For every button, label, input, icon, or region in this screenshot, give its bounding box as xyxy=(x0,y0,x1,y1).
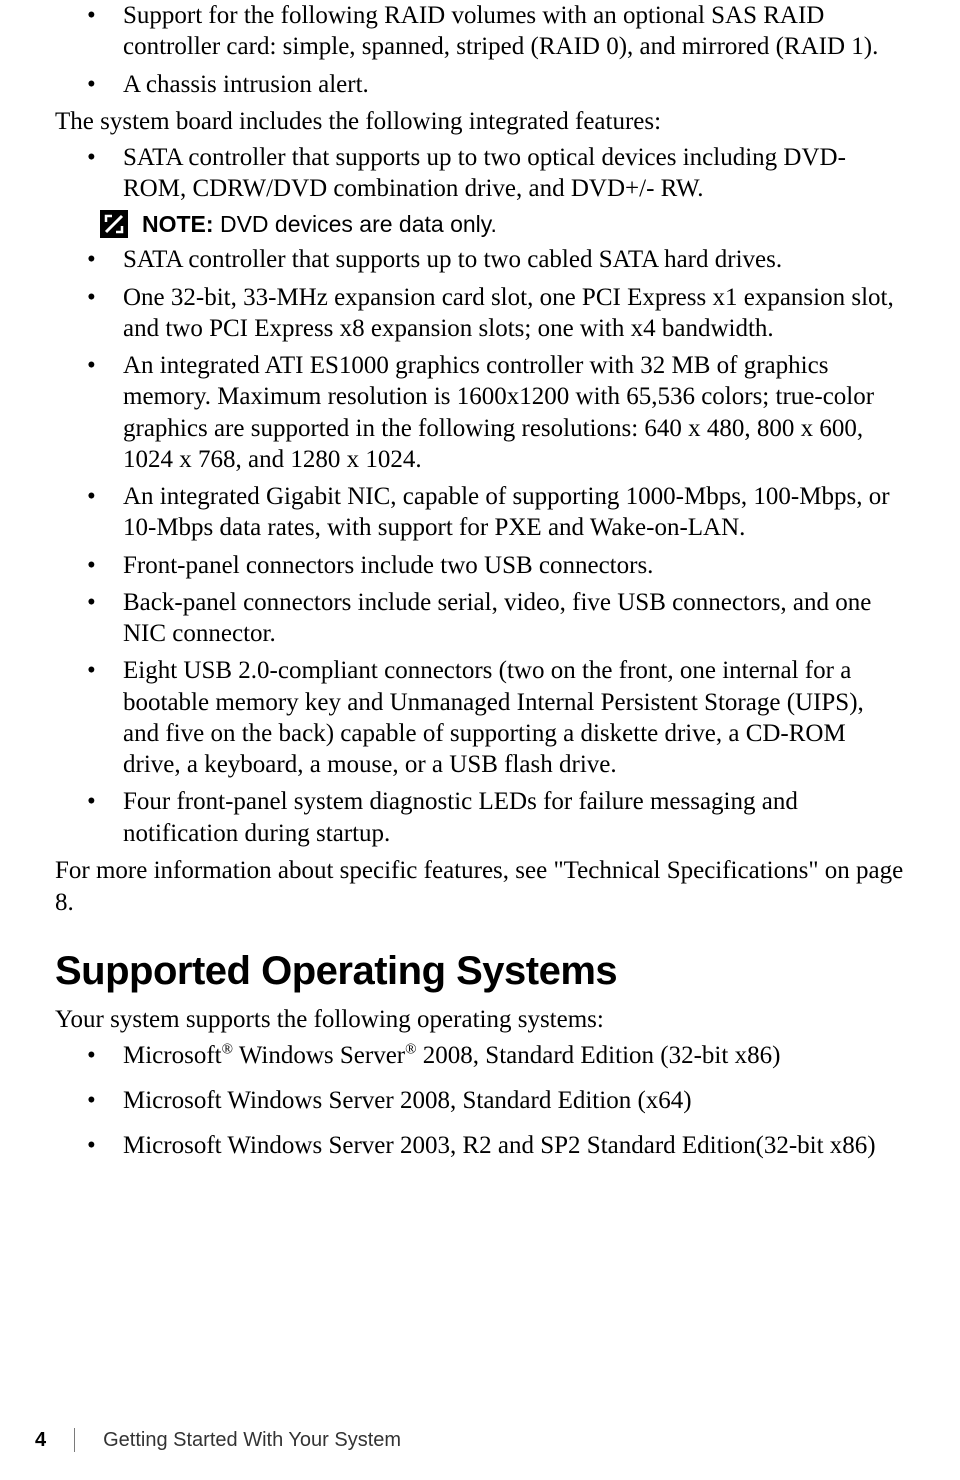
list-item: SATA controller that supports up to two … xyxy=(123,142,905,205)
footer-title: Getting Started With Your System xyxy=(103,1429,401,1452)
top-feature-list: Support for the following RAID volumes w… xyxy=(55,0,905,100)
integrated-features-list-top: SATA controller that supports up to two … xyxy=(55,142,905,205)
list-item: One 32-bit, 33-MHz expansion card slot, … xyxy=(123,282,905,345)
integrated-features-list: SATA controller that supports up to two … xyxy=(55,244,905,849)
list-item: Microsoft Windows Server 2003, R2 and SP… xyxy=(123,1130,905,1161)
note-icon xyxy=(100,210,128,238)
os-text-post: 2008, Standard Edition (32-bit x86) xyxy=(417,1042,781,1069)
note-body: DVD devices are data only. xyxy=(214,211,497,237)
footer-separator xyxy=(74,1428,75,1452)
list-item: Microsoft Windows Server 2008, Standard … xyxy=(123,1085,905,1116)
os-list: Microsoft® Windows Server® 2008, Standar… xyxy=(55,1040,905,1162)
os-text-pre: Microsoft xyxy=(123,1042,222,1069)
note-label: NOTE: xyxy=(142,211,214,237)
list-item: Eight USB 2.0-compliant connectors (two … xyxy=(123,655,905,780)
intro-paragraph: The system board includes the following … xyxy=(55,106,905,138)
os-text-mid: Windows Server xyxy=(233,1042,405,1069)
os-intro-paragraph: Your system supports the following opera… xyxy=(55,1004,905,1036)
list-item: Four front-panel system diagnostic LEDs … xyxy=(123,786,905,849)
page-number: 4 xyxy=(35,1429,46,1452)
list-item: Back-panel connectors include serial, vi… xyxy=(123,587,905,650)
note-callout: NOTE: DVD devices are data only. xyxy=(100,210,905,238)
section-heading: Supported Operating Systems xyxy=(55,949,905,994)
list-item: A chassis intrusion alert. xyxy=(123,69,905,100)
note-text: NOTE: DVD devices are data only. xyxy=(142,211,497,238)
page-footer: 4 Getting Started With Your System xyxy=(35,1428,401,1452)
registered-mark: ® xyxy=(222,1041,233,1057)
registered-mark: ® xyxy=(405,1041,416,1057)
list-item: SATA controller that supports up to two … xyxy=(123,244,905,275)
list-item: Support for the following RAID volumes w… xyxy=(123,0,905,63)
document-page: Support for the following RAID volumes w… xyxy=(0,0,960,1480)
list-item: An integrated Gigabit NIC, capable of su… xyxy=(123,481,905,544)
outro-paragraph: For more information about specific feat… xyxy=(55,855,905,919)
list-item: Microsoft® Windows Server® 2008, Standar… xyxy=(123,1040,905,1071)
list-item: An integrated ATI ES1000 graphics contro… xyxy=(123,350,905,475)
list-item: Front-panel connectors include two USB c… xyxy=(123,550,905,581)
